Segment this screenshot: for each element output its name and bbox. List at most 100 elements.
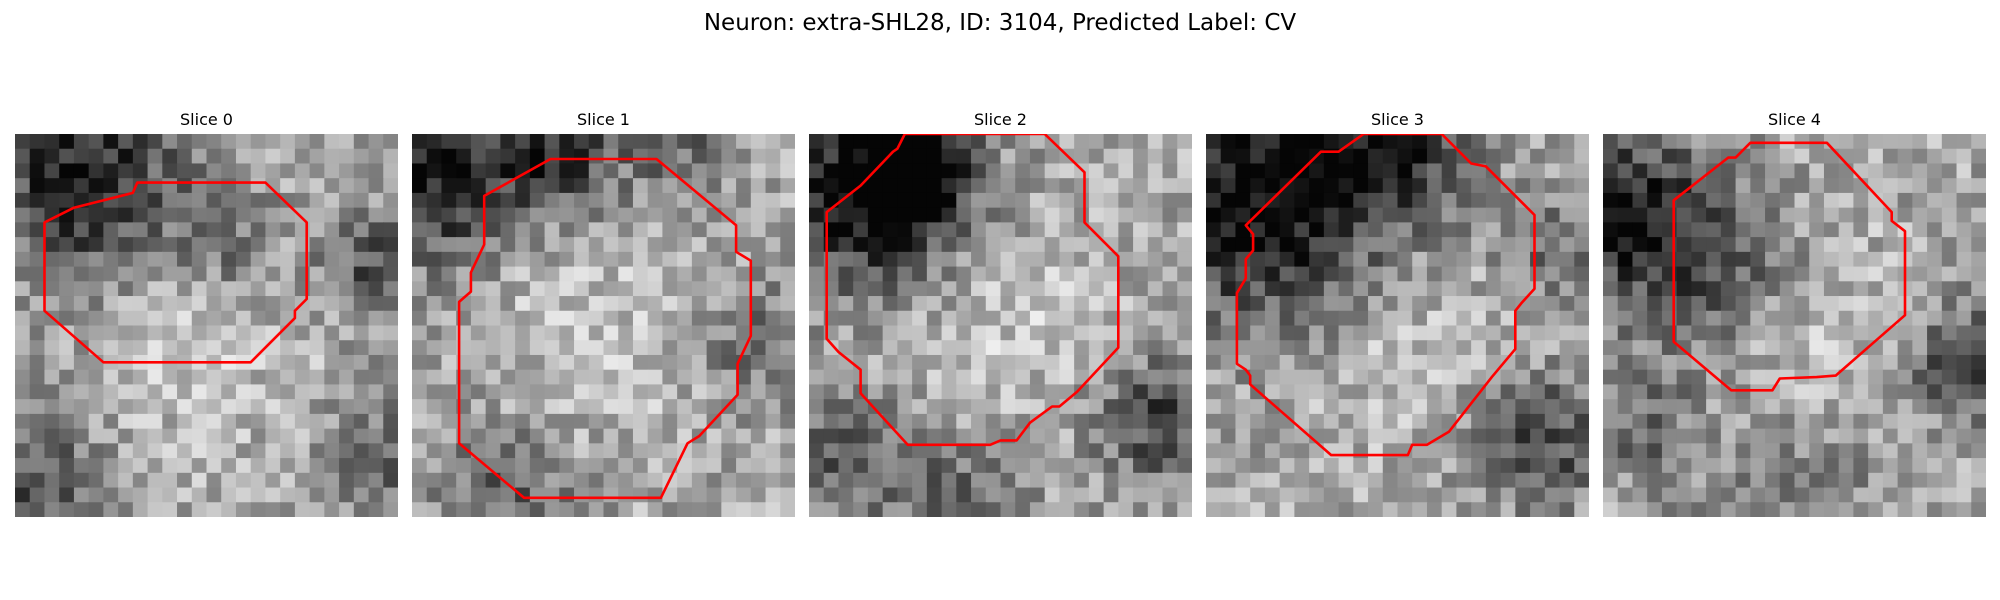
- pixel-cell: [1397, 207, 1413, 223]
- pixel-cell: [1426, 207, 1443, 223]
- pixel-cell: [515, 296, 531, 312]
- pixel-cell: [1544, 192, 1561, 209]
- pixel-cell: [1162, 310, 1178, 327]
- pixel-cell: [118, 413, 134, 430]
- pixel-cell: [1074, 134, 1090, 150]
- pixel-cell: [1382, 487, 1399, 503]
- pixel-cell: [1720, 237, 1737, 253]
- pixel-cell: [162, 399, 178, 415]
- pixel-cell: [882, 178, 898, 194]
- pixel-cell: [1456, 281, 1472, 297]
- pixel-cell: [721, 340, 737, 356]
- pixel-cell: [544, 296, 560, 312]
- pixel-cell: [1220, 472, 1237, 489]
- pixel-cell: [1133, 369, 1149, 386]
- pixel-cell: [15, 472, 31, 489]
- pixel-cell: [736, 266, 752, 282]
- pixel-cell: [1059, 472, 1075, 489]
- pixel-cell: [544, 399, 560, 415]
- pixel-cell: [221, 340, 237, 356]
- pixel-cell: [1264, 134, 1281, 150]
- pixel-cell: [88, 148, 104, 165]
- pixel-cell: [780, 192, 795, 209]
- pixel-cell: [1779, 502, 1796, 517]
- pixel-cell: [1015, 472, 1031, 489]
- pixel-cell: [926, 148, 943, 165]
- pixel-cell: [470, 281, 487, 297]
- pixel-cell: [662, 178, 678, 194]
- pixel-cell: [529, 281, 546, 297]
- pixel-cell: [1338, 178, 1354, 194]
- pixel-cell: [1426, 472, 1443, 489]
- pixel-cell: [162, 325, 178, 341]
- pixel-cell: [1426, 296, 1443, 312]
- pixel-cell: [1971, 237, 1986, 253]
- pixel-cell: [44, 487, 60, 503]
- pixel-cell: [1044, 163, 1061, 179]
- pixel-cell: [1456, 192, 1472, 209]
- pixel-cell: [324, 266, 340, 282]
- pixel-cell: [383, 163, 398, 179]
- pixel-cell: [912, 148, 928, 165]
- pixel-cell: [1397, 296, 1413, 312]
- pixel-cell: [1838, 222, 1855, 238]
- pixel-cell: [1544, 458, 1561, 474]
- pixel-cell: [588, 413, 605, 430]
- pixel-cell: [867, 207, 884, 223]
- pixel-cell: [1250, 428, 1266, 444]
- pixel-cell: [265, 340, 281, 356]
- pixel-cell: [1647, 148, 1663, 165]
- pixel-cell: [1647, 178, 1663, 194]
- pixel-cell: [1838, 384, 1855, 400]
- pixel-cell: [59, 222, 75, 238]
- pixel-cell: [618, 148, 634, 165]
- pixel-cell: [1882, 487, 1899, 503]
- pixel-cell: [1500, 281, 1516, 297]
- pixel-cell: [1264, 443, 1281, 459]
- pixel-cell: [1103, 148, 1119, 165]
- pixel-cell: [59, 428, 75, 444]
- pixel-cell: [721, 413, 737, 430]
- pixel-cell: [1000, 134, 1016, 150]
- pixel-cell: [780, 310, 795, 327]
- pixel-cell: [485, 399, 501, 415]
- pixel-cell: [632, 281, 649, 297]
- pixel-cell: [1661, 428, 1678, 444]
- pixel-cell: [206, 458, 222, 474]
- pixel-cell: [1882, 192, 1899, 209]
- pixel-cell: [1323, 354, 1340, 371]
- pixel-cell: [470, 502, 487, 517]
- pixel-cell: [1456, 458, 1472, 474]
- pixel-cell: [1544, 428, 1561, 444]
- pixel-cell: [1029, 325, 1046, 341]
- pixel-cell: [118, 502, 134, 517]
- pixel-cell: [1603, 413, 1619, 430]
- pixel-cell: [191, 443, 208, 459]
- pixel-cell: [736, 487, 752, 503]
- pixel-cell: [1912, 251, 1928, 268]
- pixel-cell: [750, 472, 767, 489]
- pixel-cell: [1235, 178, 1251, 194]
- pixel-cell: [265, 207, 281, 223]
- pixel-cell: [1823, 443, 1840, 459]
- pixel-cell: [721, 458, 737, 474]
- pixel-cell: [941, 163, 957, 179]
- pixel-cell: [1676, 502, 1692, 517]
- pixel-cell: [1029, 148, 1046, 165]
- pixel-cell: [206, 296, 222, 312]
- pixel-cell: [647, 163, 664, 179]
- pixel-cell: [1779, 310, 1796, 327]
- pixel-cell: [750, 207, 767, 223]
- pixel-cell: [1220, 192, 1237, 209]
- pixel-cell: [1676, 266, 1692, 282]
- pixel-cell: [926, 399, 943, 415]
- pixel-cell: [235, 163, 252, 179]
- pixel-cell: [897, 458, 913, 474]
- pixel-cell: [1750, 251, 1766, 268]
- pixel-cell: [44, 251, 60, 268]
- pixel-cell: [574, 281, 590, 297]
- pixel-cell: [353, 413, 370, 430]
- pixel-cell: [1956, 413, 1972, 430]
- pixel-cell: [1765, 384, 1781, 400]
- pixel-cell: [1264, 340, 1281, 356]
